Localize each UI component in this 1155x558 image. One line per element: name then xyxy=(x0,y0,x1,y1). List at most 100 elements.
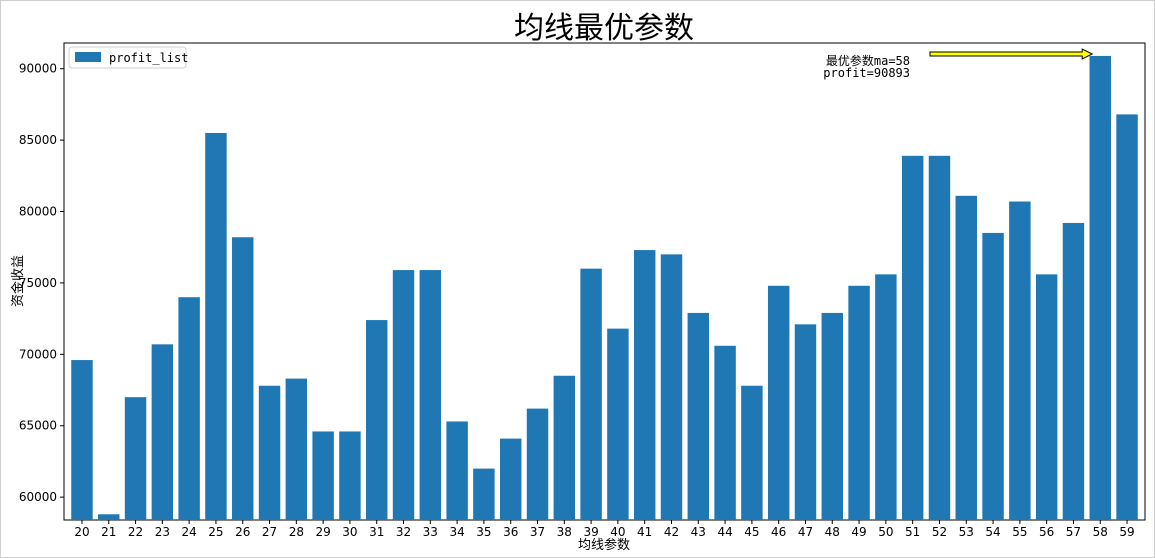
x-tick-label-53: 53 xyxy=(959,525,974,539)
x-tick-label-43: 43 xyxy=(691,525,706,539)
bar-38 xyxy=(553,375,576,520)
y-tick-label-70000: 70000 xyxy=(19,347,57,361)
x-tick-label-42: 42 xyxy=(664,525,679,539)
bar-29 xyxy=(312,431,334,520)
bar-59 xyxy=(1116,114,1138,520)
x-tick-label-54: 54 xyxy=(985,525,1000,539)
bar-27 xyxy=(258,385,281,520)
x-tick-label-51: 51 xyxy=(905,525,920,539)
bar-36 xyxy=(499,438,522,520)
x-tick-label-29: 29 xyxy=(315,525,330,539)
bar-53 xyxy=(955,195,977,520)
bar-42 xyxy=(660,254,683,520)
bar-28 xyxy=(285,378,308,520)
x-tick-label-46: 46 xyxy=(771,525,786,539)
x-tick-label-50: 50 xyxy=(878,525,893,539)
bar-30 xyxy=(339,431,361,520)
x-tick-label-20: 20 xyxy=(74,525,89,539)
bar-48 xyxy=(821,312,843,520)
x-tick-label-49: 49 xyxy=(851,525,866,539)
y-tick-label-80000: 80000 xyxy=(19,205,57,219)
x-tick-label-31: 31 xyxy=(369,525,384,539)
bar-50 xyxy=(875,274,897,520)
bar-32 xyxy=(392,270,415,520)
x-tick-label-45: 45 xyxy=(744,525,759,539)
annotation-line-1: 最优参数ma=58 xyxy=(826,53,910,68)
bar-49 xyxy=(848,285,870,520)
bar-52 xyxy=(928,155,951,520)
x-tick-label-40: 40 xyxy=(610,525,625,539)
bar-46 xyxy=(767,285,790,520)
x-tick-label-39: 39 xyxy=(583,525,598,539)
x-tick-label-52: 52 xyxy=(932,525,947,539)
x-tick-label-58: 58 xyxy=(1093,525,1108,539)
y-axis-label: 资金收益 xyxy=(10,255,26,307)
bar-21 xyxy=(98,514,120,520)
bar-45 xyxy=(741,385,763,520)
y-tick-label-85000: 85000 xyxy=(19,133,57,147)
x-tick-label-32: 32 xyxy=(396,525,411,539)
x-tick-label-28: 28 xyxy=(289,525,304,539)
x-tick-label-38: 38 xyxy=(557,525,572,539)
best-param-annotation: 最优参数ma=58 profit=90893 xyxy=(823,48,1094,80)
x-tick-label-21: 21 xyxy=(101,525,116,539)
x-tick-label-37: 37 xyxy=(530,525,545,539)
x-tick-label-36: 36 xyxy=(503,525,518,539)
x-tick-label-47: 47 xyxy=(798,525,813,539)
bar-23 xyxy=(151,344,174,520)
x-tick-label-41: 41 xyxy=(637,525,652,539)
bar-26 xyxy=(232,237,254,521)
bar-57 xyxy=(1062,222,1085,520)
bar-22 xyxy=(124,397,147,520)
x-tick-label-57: 57 xyxy=(1066,525,1081,539)
bar-24 xyxy=(178,297,200,520)
bar-56 xyxy=(1035,274,1058,520)
annotation-arrow xyxy=(929,48,1094,60)
y-tick-label-65000: 65000 xyxy=(19,419,57,433)
x-tick-label-44: 44 xyxy=(717,525,732,539)
x-tick-label-22: 22 xyxy=(128,525,143,539)
annotation-line-2: profit=90893 xyxy=(823,66,910,80)
bar-34 xyxy=(446,421,468,520)
y-axis-ticks: 60000 65000 70000 75000 80000 85000 90000 xyxy=(19,62,64,504)
bar-51 xyxy=(901,155,924,520)
x-tick-label-25: 25 xyxy=(208,525,223,539)
y-tick-label-75000: 75000 xyxy=(19,276,57,290)
legend-label-profit-list: profit_list xyxy=(109,51,188,65)
chart-title: 均线最优参数 xyxy=(514,11,694,46)
x-tick-label-27: 27 xyxy=(262,525,277,539)
y-tick-label-90000: 90000 xyxy=(19,62,57,76)
x-tick-label-30: 30 xyxy=(342,525,357,539)
x-tick-label-24: 24 xyxy=(182,525,197,539)
x-tick-label-55: 55 xyxy=(1012,525,1027,539)
bar-37 xyxy=(526,408,549,520)
x-tick-label-35: 35 xyxy=(476,525,491,539)
x-axis-label: 均线参数 xyxy=(578,537,630,553)
x-tick-label-34: 34 xyxy=(449,525,464,539)
bar-47 xyxy=(794,324,817,520)
bar-55 xyxy=(1009,201,1031,520)
bar-54 xyxy=(982,232,1004,520)
x-axis-ticks: 20 21 22 23 24 25 26 27 28 29 30 31 32 33 34 35 36 37 38 39… xyxy=(74,520,1135,539)
y-tick-label-60000: 60000 xyxy=(19,490,57,504)
bar-31 xyxy=(366,320,388,520)
x-tick-label-23: 23 xyxy=(155,525,170,539)
bar-39 xyxy=(580,268,602,520)
x-tick-label-48: 48 xyxy=(825,525,840,539)
x-tick-label-26: 26 xyxy=(235,525,250,539)
bar-20 xyxy=(71,360,93,520)
bar-35 xyxy=(473,468,495,520)
legend-swatch-profit-list xyxy=(75,52,101,62)
bar-58 xyxy=(1089,55,1111,520)
x-tick-label-56: 56 xyxy=(1039,525,1054,539)
legend: profit_list xyxy=(68,46,188,69)
bar-44 xyxy=(714,345,736,520)
plot-area xyxy=(63,42,1146,521)
bar-41 xyxy=(633,250,656,520)
bar-25 xyxy=(205,132,227,520)
bar-43 xyxy=(687,312,710,520)
x-tick-label-33: 33 xyxy=(423,525,438,539)
bar-series-profit-list xyxy=(71,55,1138,521)
bar-33 xyxy=(419,270,442,520)
